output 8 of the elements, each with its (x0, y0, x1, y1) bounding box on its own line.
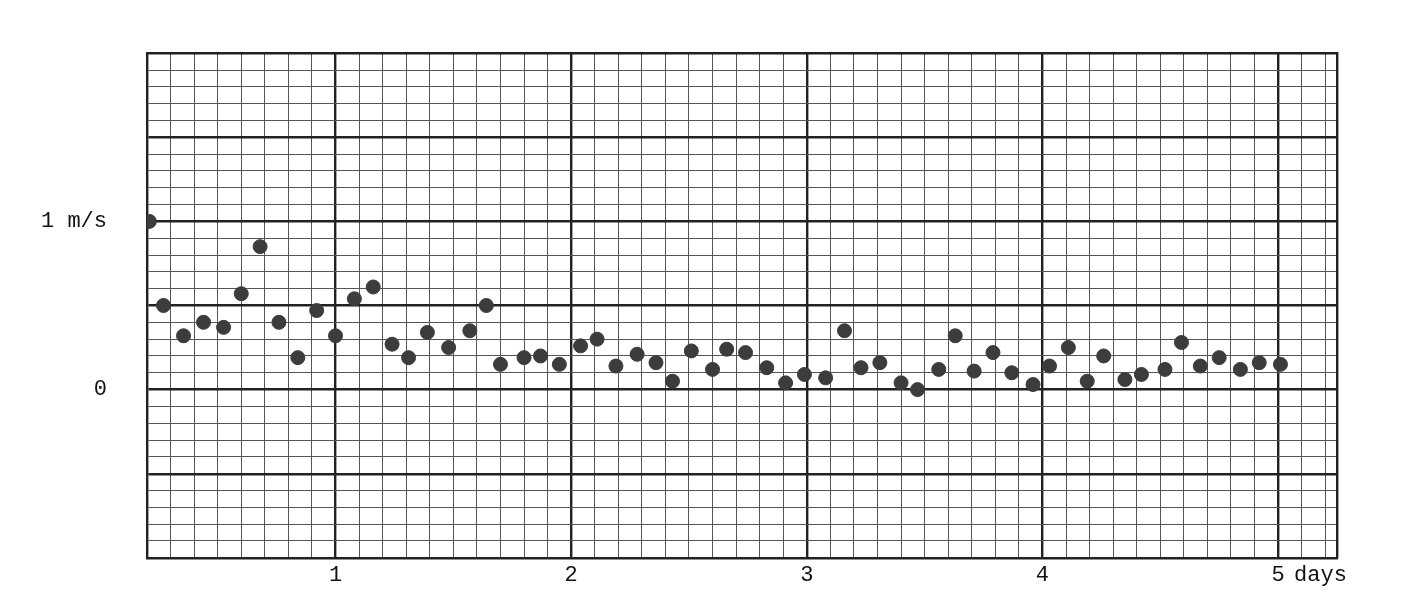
x-tick-label: 3 (800, 562, 814, 588)
y-tick-label: 1 m/s (40, 209, 107, 235)
x-axis-title: days (1294, 562, 1347, 588)
y-tick-label: 0 (93, 377, 107, 403)
x-tick-label: 1 (328, 562, 343, 588)
x-tick-label: 4 (1035, 562, 1050, 588)
x-tick-label: 5 (1271, 562, 1285, 588)
x-tick-label: 2 (564, 562, 578, 588)
